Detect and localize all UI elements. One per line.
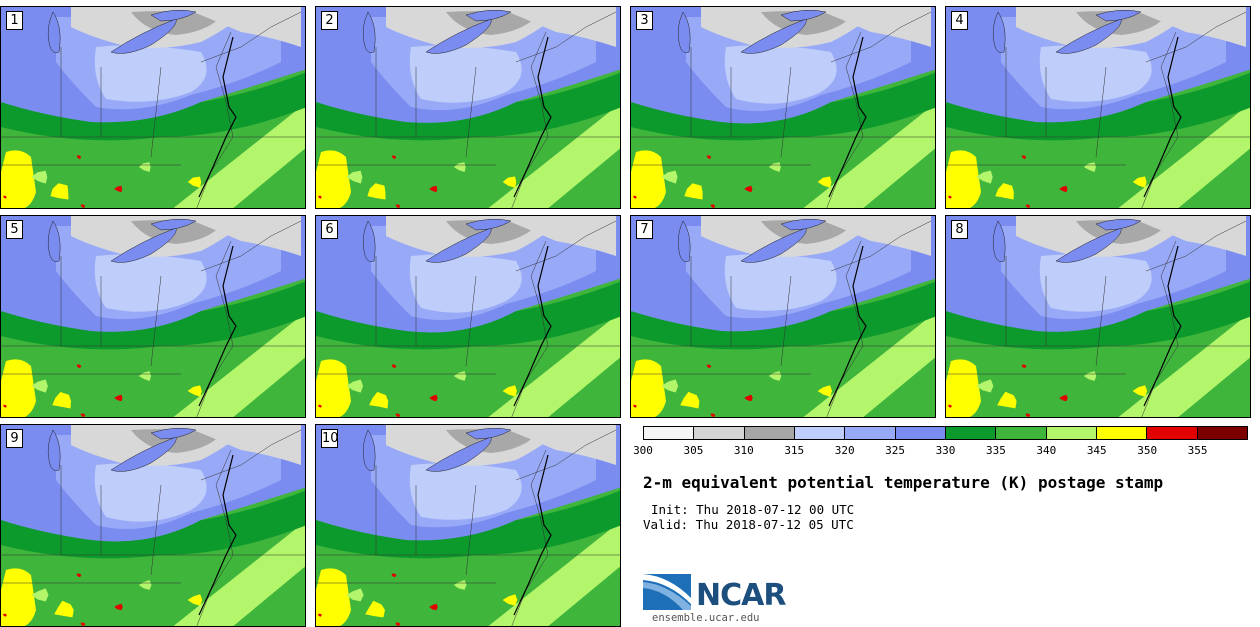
colorbar-segment	[1046, 427, 1097, 439]
map-panel: 10	[315, 424, 621, 627]
colorbar-segment	[694, 427, 745, 439]
temperature-map	[631, 216, 935, 417]
colorbar-tick-label: 305	[683, 444, 704, 457]
colorbar-tick-label: 310	[733, 444, 754, 457]
colorbar-tick-label: 325	[885, 444, 906, 457]
colorbar-tick-label: 330	[935, 444, 956, 457]
colorbar-segment	[1197, 427, 1247, 439]
colorbar-segment	[794, 427, 846, 439]
map-panel: 9	[0, 424, 306, 627]
map-panel: 2	[315, 6, 621, 209]
map-panel: 7	[630, 215, 936, 418]
ncar-logo-icon	[643, 574, 691, 610]
colorbar-tick-label: 340	[1036, 444, 1057, 457]
panel-number-label: 5	[6, 220, 23, 239]
colorbar-tick-label: 300	[633, 444, 653, 457]
colorbar-segment	[744, 427, 795, 439]
temperature-map	[1, 7, 305, 208]
panel-number-label: 7	[636, 220, 653, 239]
colorbar-tick-label: 335	[985, 444, 1006, 457]
colorbar-tick-label: 345	[1086, 444, 1107, 457]
panel-number-label: 6	[321, 220, 338, 239]
valid-time: Valid: Thu 2018-07-12 05 UTC	[643, 517, 854, 532]
temperature-map	[316, 216, 620, 417]
colorbar-segment	[895, 427, 946, 439]
page-title: 2-m equivalent potential temperature (K)…	[643, 473, 1164, 492]
colorbar-segment	[644, 427, 695, 439]
temperature-map	[946, 216, 1250, 417]
colorbar-segment	[1096, 427, 1148, 439]
colorbar	[643, 426, 1248, 440]
site-url: ensemble.ucar.edu	[652, 612, 760, 624]
colorbar-tick-label: 355	[1187, 444, 1208, 457]
temperature-map	[946, 7, 1250, 208]
temperature-map	[316, 7, 620, 208]
temperature-map	[1, 425, 305, 626]
panel-number-label: 10	[321, 429, 339, 448]
colorbar-tick-label: 315	[784, 444, 805, 457]
panel-number-label: 3	[636, 11, 653, 30]
ncar-logo-text: NCAR	[696, 578, 786, 613]
map-panel: 4	[945, 6, 1251, 209]
colorbar-ticks: 300 305 310 315 320 325 330 335 340 345 350 355	[633, 444, 1248, 460]
map-panel: 3	[630, 6, 936, 209]
colorbar-segment	[1147, 427, 1198, 439]
colorbar-segment	[996, 427, 1047, 439]
temperature-map	[316, 425, 620, 626]
map-panel: 1	[0, 6, 306, 209]
panel-number-label: 8	[951, 220, 968, 239]
colorbar-segment	[845, 427, 896, 439]
colorbar-tick-label: 350	[1137, 444, 1158, 457]
init-time: Init: Thu 2018-07-12 00 UTC	[651, 502, 855, 517]
colorbar-segment	[945, 427, 997, 439]
colorbar-tick-label: 320	[834, 444, 855, 457]
map-panel: 6	[315, 215, 621, 418]
temperature-map	[1, 216, 305, 417]
panel-number-label: 4	[951, 11, 968, 30]
panel-number-label: 1	[6, 11, 23, 30]
map-panel: 8	[945, 215, 1251, 418]
map-panel: 5	[0, 215, 306, 418]
temperature-map	[631, 7, 935, 208]
panel-number-label: 9	[6, 429, 23, 448]
panel-number-label: 2	[321, 11, 338, 30]
